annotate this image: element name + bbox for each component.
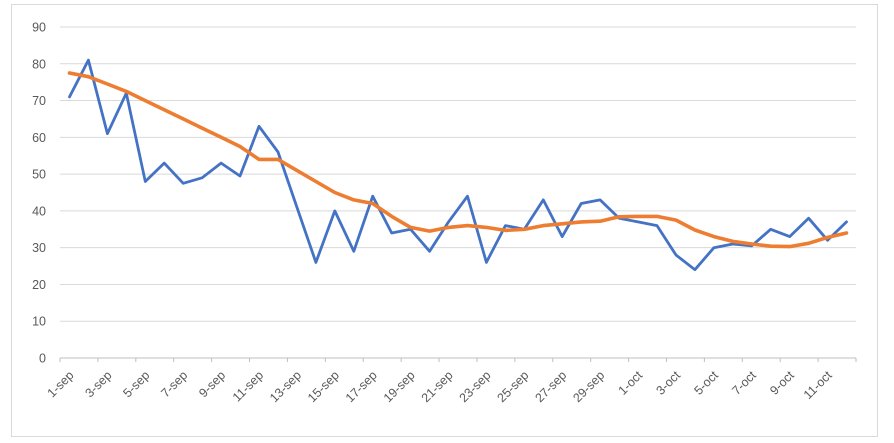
smoothed-trend-orange-line	[67, 71, 849, 249]
y-tick-label: 10	[32, 315, 46, 329]
y-tick-label: 90	[32, 21, 46, 35]
daily-values-blue-line	[68, 58, 848, 272]
y-tick-label: 60	[32, 131, 46, 145]
chart-border	[11, 4, 878, 437]
y-tick-label: 50	[32, 168, 46, 182]
y-tick-label: 0	[39, 352, 46, 366]
y-tick-label: 40	[32, 204, 46, 218]
y-tick-label: 80	[32, 57, 46, 71]
y-tick-label: 30	[32, 241, 46, 255]
y-tick-label: 70	[32, 94, 46, 108]
y-tick-label: 20	[32, 278, 46, 292]
